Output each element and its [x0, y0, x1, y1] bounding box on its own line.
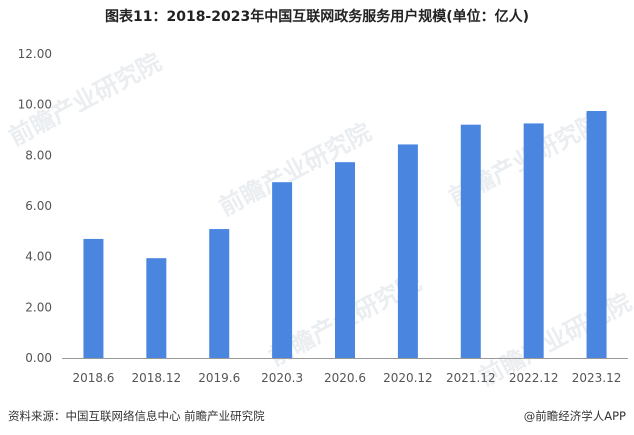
brand-credit: @前瞻经济学人APP: [523, 409, 626, 423]
x-tick-label: 2019.6: [198, 371, 240, 385]
bar-2021.12: [460, 124, 481, 359]
source-note: 资料来源：中国互联网络信息中心 前瞻产业研究院: [8, 409, 265, 423]
x-tick-label: 2020.3: [261, 371, 303, 385]
bar-2020.6: [335, 162, 355, 358]
bar-2020.3: [272, 182, 293, 358]
x-tick-label: 2023.12: [572, 371, 622, 385]
bar-2018.12: [146, 258, 167, 358]
bar-2020.12: [397, 144, 418, 358]
y-tick-label: 10.00: [18, 98, 52, 112]
y-tick-label: 6.00: [25, 199, 52, 213]
bar-2023.12: [586, 111, 607, 358]
x-tick-label: 2022.12: [509, 371, 559, 385]
bar-2022.12: [523, 123, 544, 358]
x-tick-label: 2018.6: [72, 371, 114, 385]
x-tick-label: 2018.12: [132, 371, 182, 385]
bar-chart: 0.00 2.00 4.00 6.00 8.00 10.00 12.00 2018.6 2018…: [18, 47, 628, 385]
chart-title: 图表11：2018-2023年中国互联网政务服务用户规模(单位：亿人): [104, 9, 530, 25]
y-tick-label: 12.00: [18, 47, 52, 61]
x-tick-label: 2020.6: [324, 371, 366, 385]
y-tick-label: 2.00: [25, 300, 52, 314]
y-tick-label: 0.00: [25, 351, 52, 365]
x-tick-label: 2020.12: [383, 371, 433, 385]
bar-2018.6: [83, 238, 104, 358]
bar-2019.6: [209, 229, 230, 358]
y-tick-label: 4.00: [25, 250, 52, 264]
y-tick-label: 8.00: [25, 148, 52, 162]
x-tick-label: 2021.12: [446, 371, 496, 385]
